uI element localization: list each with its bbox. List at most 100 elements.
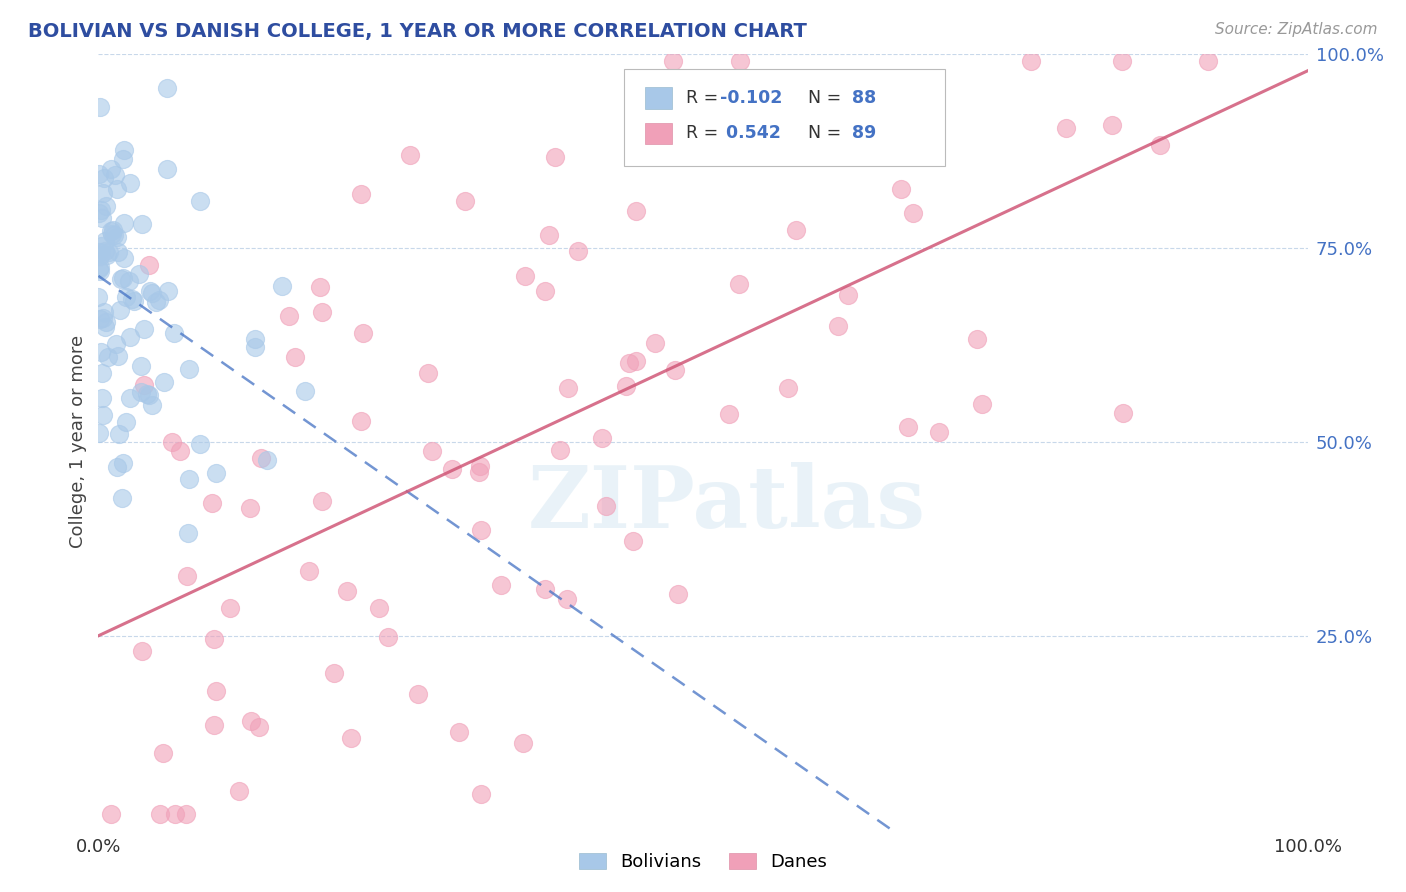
Text: R =: R = [686,89,724,107]
Point [105,460,128,475]
Point [534,582,557,596]
Point [177,525,200,540]
Point [122,294,145,309]
Point [138,387,160,401]
Point [120,330,142,344]
Point [169,444,191,458]
Point [377,630,399,644]
Point [644,336,666,351]
FancyBboxPatch shape [645,87,672,109]
Point [97,350,120,364]
Point [93,304,115,318]
Point [128,267,150,281]
Point [139,285,162,299]
Point [89,264,111,278]
Point [138,258,160,272]
Text: Source: ZipAtlas.com: Source: ZipAtlas.com [1215,22,1378,37]
Point [827,318,849,333]
Point [179,361,201,376]
Point [110,272,132,286]
Point [204,684,226,698]
Text: N =: N = [797,89,846,107]
Point [468,459,491,474]
Point [107,349,129,363]
Point [489,578,512,592]
Point [96,248,118,262]
Point [112,216,135,230]
Point [108,302,131,317]
Point [112,251,135,265]
Point [98,245,121,260]
Point [89,260,111,274]
Point [298,564,321,578]
Point [621,533,644,548]
Point [93,320,115,334]
Point [91,186,114,201]
Point [177,472,200,486]
Point [449,725,471,739]
Point [284,350,307,364]
Point [837,287,859,301]
Point [557,591,579,606]
Point [557,381,579,395]
Point [89,167,111,181]
Text: 88: 88 [852,89,876,107]
Text: ZIPatlas: ZIPatlas [529,462,927,546]
Point [188,437,211,451]
Point [785,222,807,236]
Point [727,277,749,292]
Point [111,152,134,166]
Point [156,284,179,298]
Point [201,496,224,510]
Point [141,398,163,412]
Point [91,211,114,225]
Point [163,807,186,822]
Point [160,435,183,450]
Point [100,807,122,822]
Legend: Bolivians, Danes: Bolivians, Danes [572,846,834,879]
Point [668,587,690,601]
Point [145,295,167,310]
Point [311,493,333,508]
Point [101,227,124,242]
Point [90,202,112,217]
Point [350,187,373,202]
Point [148,293,170,307]
Point [1101,119,1123,133]
Point [93,311,115,326]
Point [966,332,988,346]
Point [89,245,111,260]
Point [617,356,640,370]
Point [131,644,153,658]
Text: BOLIVIAN VS DANISH COLLEGE, 1 YEAR OR MORE CORRELATION CHART: BOLIVIAN VS DANISH COLLEGE, 1 YEAR OR MO… [28,22,807,41]
Point [100,161,122,176]
Point [108,427,131,442]
Point [129,384,152,399]
Point [534,284,557,298]
Point [90,366,112,380]
Point [87,205,110,219]
Point [340,731,363,745]
Point [129,359,152,373]
Point [420,444,443,458]
Text: R =: R = [686,125,724,143]
Point [240,714,263,728]
Point [89,249,111,263]
Point [219,601,242,615]
Point [156,162,179,177]
Point [103,227,125,242]
Point [94,244,117,259]
Point [134,377,156,392]
Point [176,568,198,582]
Point [90,239,112,253]
Point [152,375,174,389]
Point [368,600,391,615]
Point [90,344,112,359]
Point [567,244,589,259]
Point [105,336,128,351]
Point [107,229,129,244]
Point [107,244,129,259]
Point [903,206,925,220]
Point [776,381,799,395]
Point [595,499,617,513]
